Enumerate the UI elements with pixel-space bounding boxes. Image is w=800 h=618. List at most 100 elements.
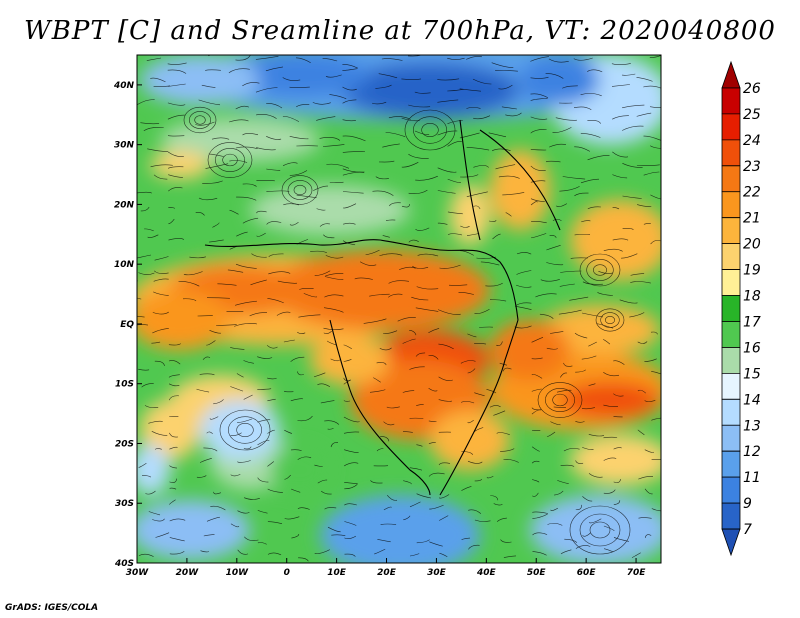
streamline — [429, 541, 443, 547]
colorbar-segment — [721, 113, 741, 141]
streamline — [289, 221, 299, 226]
streamline — [235, 146, 258, 149]
streamline — [137, 99, 155, 105]
lat-tick-label: 30S — [115, 499, 134, 509]
streamline — [409, 501, 421, 508]
latitude-labels: 40N 30N 20N 10N EQ 10S 20S 30S 40S — [113, 81, 135, 569]
streamline — [169, 446, 178, 450]
streamline — [383, 421, 395, 426]
colorbar-segment — [721, 398, 741, 426]
streamline — [650, 145, 661, 149]
streamline — [597, 292, 613, 296]
streamline — [643, 171, 660, 176]
streamline — [575, 504, 582, 510]
streamline — [282, 162, 298, 166]
streamline — [379, 160, 395, 163]
streamline — [588, 341, 597, 347]
streamline — [613, 393, 624, 397]
streamline — [466, 56, 482, 60]
streamline — [310, 250, 327, 253]
streamline — [202, 180, 223, 184]
streamline — [376, 362, 387, 366]
streamline — [558, 309, 582, 315]
streamline — [613, 500, 621, 505]
streamline — [588, 473, 603, 478]
streamline — [516, 252, 532, 255]
streamline — [382, 143, 400, 148]
streamline — [369, 389, 386, 393]
streamline — [630, 273, 645, 276]
streamline — [205, 69, 221, 71]
streamline — [137, 315, 145, 318]
streamline — [530, 180, 546, 183]
streamline — [428, 442, 436, 444]
streamline — [228, 68, 250, 74]
streamline — [326, 340, 337, 346]
streamline — [638, 476, 654, 480]
streamline — [329, 94, 347, 100]
colorbar-segment — [721, 450, 741, 478]
colorbar-label: 12 — [743, 444, 761, 460]
streamline — [382, 235, 390, 238]
colorbar: 26 25 24 23 22 21 20 19 18 17 16 15 14 13 12 11 9 7 — [721, 60, 761, 557]
streamline — [415, 227, 430, 231]
streamline — [575, 421, 585, 423]
streamline — [196, 475, 207, 478]
streamline — [467, 419, 474, 424]
streamline — [234, 323, 258, 327]
streamline — [582, 447, 594, 451]
vortex-line — [579, 253, 621, 287]
streamline — [230, 432, 242, 436]
streamline — [580, 133, 601, 138]
streamline — [530, 76, 549, 79]
streamline — [373, 377, 381, 383]
streamline — [380, 436, 390, 442]
streamline — [371, 101, 387, 105]
streamline — [501, 106, 517, 110]
streamline — [256, 180, 275, 182]
colorbar-label: 19 — [743, 263, 761, 279]
streamline — [235, 263, 257, 269]
streamline — [297, 332, 306, 335]
streamline — [379, 253, 403, 256]
streamline — [458, 292, 474, 295]
streamline — [411, 296, 429, 301]
streamline — [167, 114, 185, 120]
vortex-line — [605, 315, 615, 325]
streamline — [322, 144, 345, 147]
streamline — [603, 404, 619, 407]
streamline — [498, 84, 513, 90]
streamline — [403, 515, 411, 521]
streamline — [324, 276, 344, 280]
streamline — [644, 449, 655, 453]
streamline — [297, 415, 313, 422]
streamline — [303, 293, 318, 298]
streamline — [644, 488, 653, 495]
streamline — [376, 448, 384, 452]
streamline — [323, 327, 344, 330]
longitude-labels: 30W 20W 10W 0 10E 20E 30E 40E 50E 60E 70E — [126, 568, 646, 578]
streamline — [152, 328, 169, 334]
streamline — [603, 548, 614, 553]
streamline — [581, 355, 597, 360]
streamline — [438, 462, 451, 466]
map-frame — [136, 54, 662, 564]
streamline — [244, 536, 259, 541]
streamline — [437, 99, 459, 103]
streamline — [267, 429, 276, 434]
streamline — [636, 112, 652, 117]
streamline — [282, 77, 301, 81]
streamline — [644, 400, 656, 402]
streamline — [505, 212, 512, 217]
streamline — [612, 115, 629, 120]
streamline — [236, 231, 248, 237]
streamline — [622, 104, 645, 109]
streamline — [587, 69, 603, 73]
vortex-line — [194, 115, 206, 125]
streamline — [503, 459, 519, 463]
streamline — [564, 538, 578, 543]
streamline — [613, 447, 622, 450]
streamline — [291, 533, 300, 539]
streamline — [137, 280, 138, 282]
streamline — [500, 539, 512, 543]
